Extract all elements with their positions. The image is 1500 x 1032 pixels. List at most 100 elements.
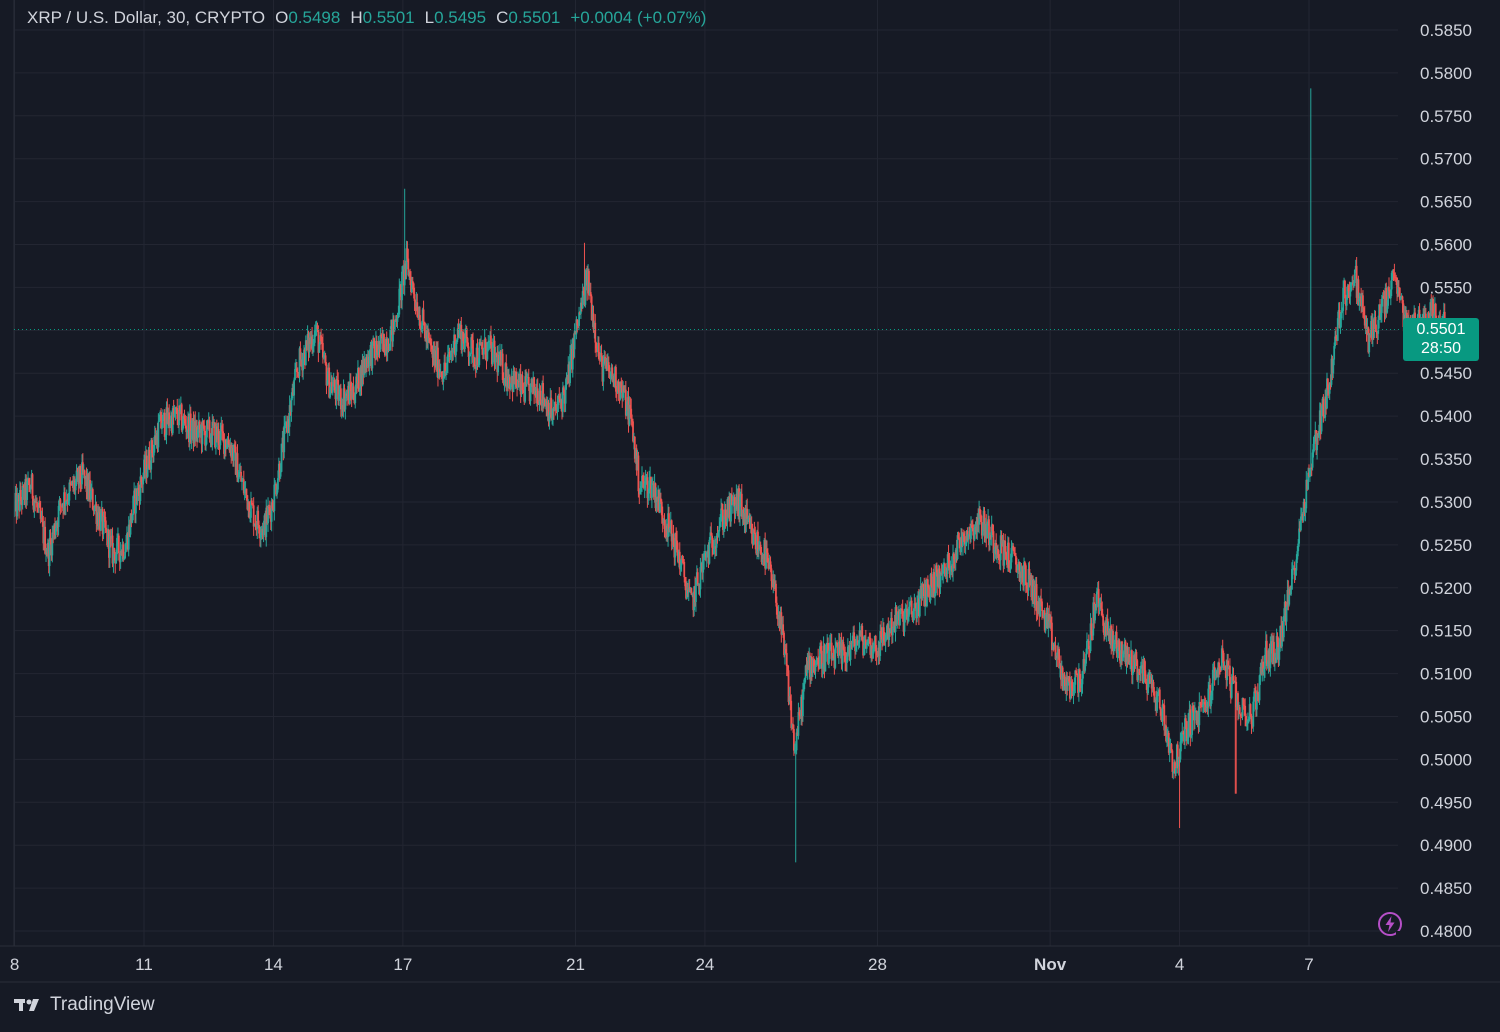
candle-body (757, 531, 759, 552)
candle-body (1185, 721, 1188, 742)
candle-body (1198, 702, 1201, 726)
candle-body (160, 412, 162, 429)
lightning-icon[interactable] (1376, 910, 1404, 938)
candle-body (276, 489, 278, 495)
candle-body (321, 342, 324, 358)
candle-body (1334, 336, 1336, 347)
candle-body (1310, 467, 1313, 469)
candle-body (1003, 540, 1006, 566)
candle-body (1295, 559, 1298, 571)
candle-body (617, 381, 620, 392)
candle-body (59, 499, 62, 506)
candle-body (1434, 303, 1437, 324)
candle-body (26, 480, 29, 501)
last-price-tag: 0.5501 28:50 (1403, 318, 1479, 361)
candle-body (494, 353, 497, 363)
candle-body (803, 677, 806, 685)
candle-body (702, 559, 705, 573)
candle-body (139, 476, 142, 502)
tradingview-logo-icon (14, 999, 39, 1011)
candle-body (242, 479, 245, 494)
candle-body (935, 565, 937, 594)
candle-body (1252, 701, 1255, 727)
candle-body (1186, 737, 1189, 742)
x-tick-label: 14 (264, 955, 283, 974)
candle-body (1349, 290, 1352, 297)
candle-body (899, 609, 902, 612)
candle-body (676, 540, 678, 553)
candle-body (357, 367, 360, 392)
candle-body (1399, 297, 1402, 300)
candle-body (1308, 469, 1311, 477)
candle-body (988, 535, 991, 546)
candle-body (578, 312, 580, 326)
symbol-title[interactable]: XRP / U.S. Dollar, 30, CRYPTO (27, 8, 266, 27)
candle-body (946, 554, 949, 574)
candle-body (1070, 681, 1073, 689)
candle-body (1344, 280, 1346, 299)
candle-body (1250, 715, 1253, 725)
candle-body (918, 592, 921, 617)
candle-body (1067, 679, 1069, 686)
candle-body (733, 497, 736, 514)
candle-body (1335, 336, 1337, 339)
candle-body (1010, 547, 1013, 563)
candle-body (821, 664, 824, 669)
candle-body (63, 492, 66, 506)
candle-body (786, 666, 789, 671)
candle-body (208, 420, 211, 439)
candle-body (403, 263, 406, 286)
candle-body (1162, 704, 1165, 706)
candle-body (1210, 695, 1212, 707)
candle-body (1432, 298, 1434, 327)
candle-body (769, 561, 772, 569)
candle-body (455, 344, 457, 356)
candle-body (116, 537, 118, 555)
candle-body (1273, 641, 1275, 662)
candle-body (240, 471, 242, 482)
candle-body (846, 656, 848, 664)
candle-body (1044, 614, 1047, 631)
candle-body (554, 401, 557, 410)
candle-body (631, 419, 634, 422)
candle-body (828, 642, 831, 652)
candle-body (487, 341, 490, 343)
candle-body (533, 377, 536, 395)
candle-body (637, 455, 640, 492)
candle-body (640, 485, 643, 489)
candle-body (757, 549, 760, 552)
candle-body (178, 405, 180, 426)
candle-body (250, 500, 252, 518)
tradingview-brand[interactable]: TradingView (14, 994, 155, 1016)
candle-body (646, 477, 649, 499)
candle-body (1009, 562, 1012, 570)
candle-body (1135, 651, 1138, 661)
candle-body (731, 501, 734, 505)
candle-body (197, 429, 199, 438)
candle-body (910, 600, 913, 615)
candle-body (257, 510, 260, 526)
symbol-legend[interactable]: XRP / U.S. Dollar, 30, CRYPTO O 0.5498 H… (27, 8, 706, 28)
candle-body (888, 628, 891, 640)
candle-body (218, 445, 221, 447)
candle-body (1392, 270, 1395, 274)
candle-body (490, 335, 492, 346)
candle-body (1322, 398, 1325, 417)
candle-body (465, 328, 468, 339)
candle-body (270, 502, 273, 522)
candle-body (655, 497, 658, 509)
candle-body (1298, 528, 1301, 544)
candle-body (1000, 535, 1003, 544)
candle-body (373, 338, 376, 349)
y-tick-label: 0.4850 (1420, 879, 1472, 898)
candle-body (785, 653, 788, 667)
candle-body (333, 379, 336, 391)
candle-body (1241, 698, 1244, 717)
y-tick-label: 0.5250 (1420, 536, 1472, 555)
candle-body (663, 519, 666, 529)
candle-body (245, 488, 248, 496)
candle-body (557, 395, 560, 406)
candle-body (843, 649, 846, 656)
